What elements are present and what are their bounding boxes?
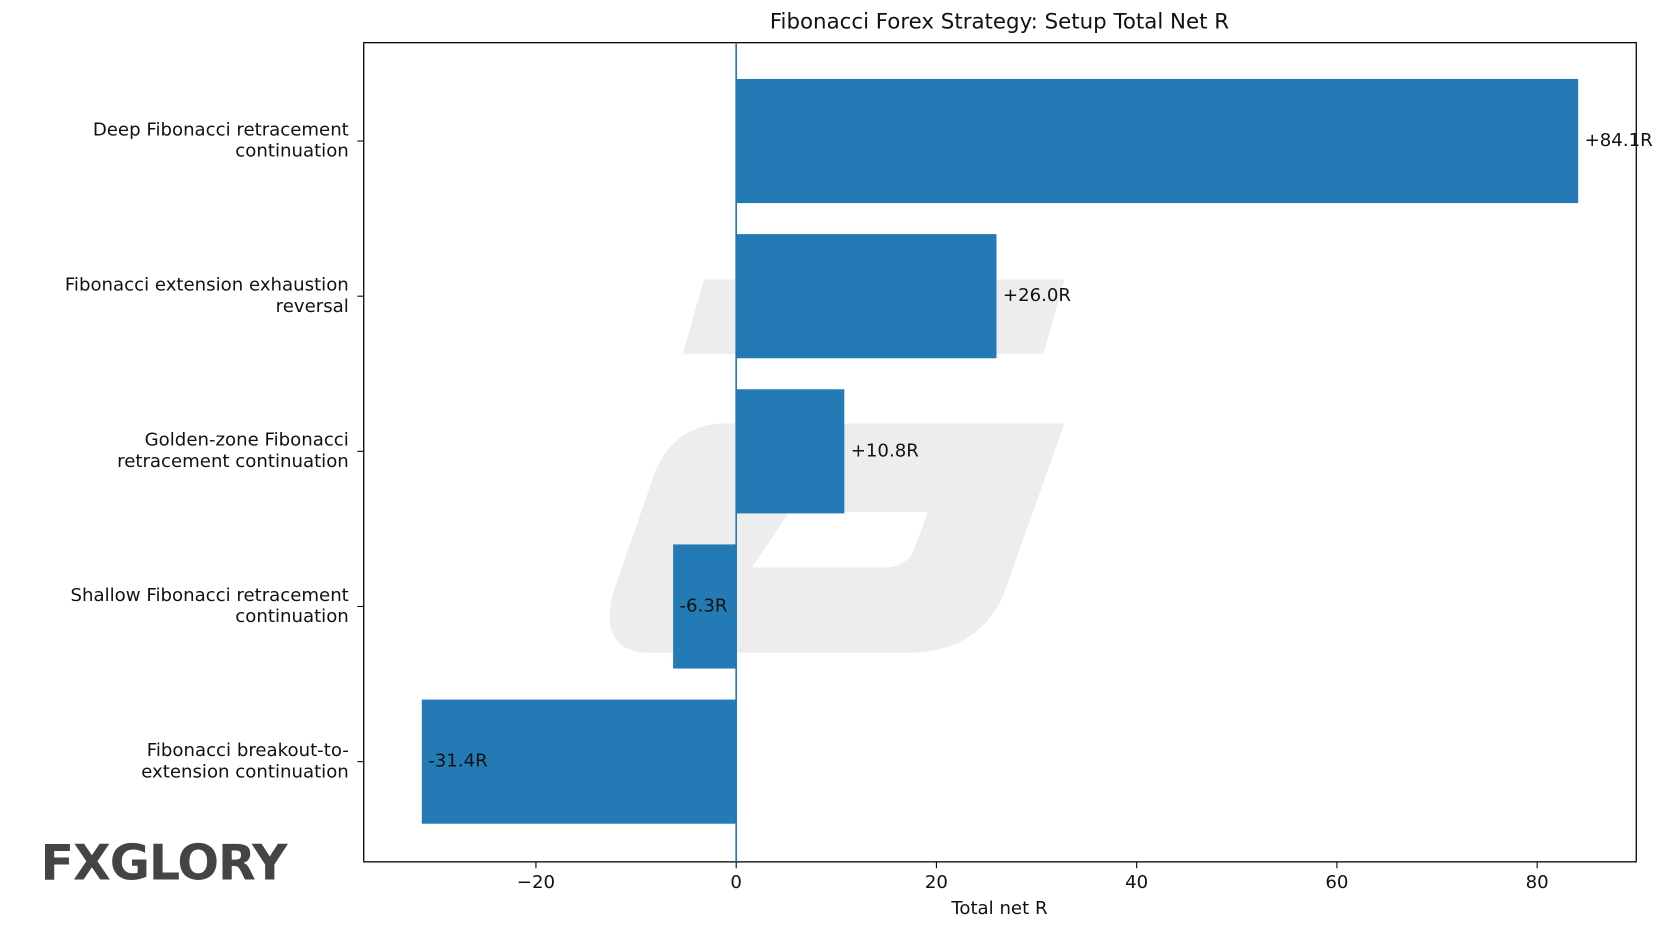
bar (736, 234, 997, 359)
chart-title: Fibonacci Forex Strategy: Setup Total Ne… (770, 9, 1229, 34)
bar (736, 389, 845, 514)
value-label: -6.3R (680, 595, 728, 616)
value-label: -31.4R (428, 751, 488, 772)
y-tick-label: Shallow Fibonacci retracement continuatio… (71, 585, 349, 627)
x-tick-label: 40 (1125, 872, 1148, 893)
x-tick-label: 20 (925, 872, 948, 893)
y-tick-label: Golden-zone Fibonacci retracement continu… (117, 430, 349, 472)
bar (673, 544, 737, 669)
x-tick-label: 0 (730, 872, 742, 893)
value-label: +84.1R (1585, 130, 1654, 151)
bar (421, 699, 737, 824)
plot-frame (363, 42, 1637, 863)
x-tick-label: 80 (1526, 872, 1549, 893)
x-tick-label: 60 (1325, 872, 1348, 893)
y-tick-label: Fibonacci extension exhaustion reversal (65, 275, 349, 317)
y-tick-label: Deep Fibonacci retracement continuation (93, 119, 349, 161)
bar (736, 78, 1579, 204)
x-tick-label: −20 (517, 872, 555, 893)
value-label: +26.0R (1003, 285, 1072, 306)
x-axis-label: Total net R (950, 898, 1048, 919)
value-label: +10.8R (851, 440, 920, 461)
y-tick-label: Fibonacci breakout-to-extension continua… (141, 740, 349, 782)
logo: FXGLORY (41, 834, 288, 892)
